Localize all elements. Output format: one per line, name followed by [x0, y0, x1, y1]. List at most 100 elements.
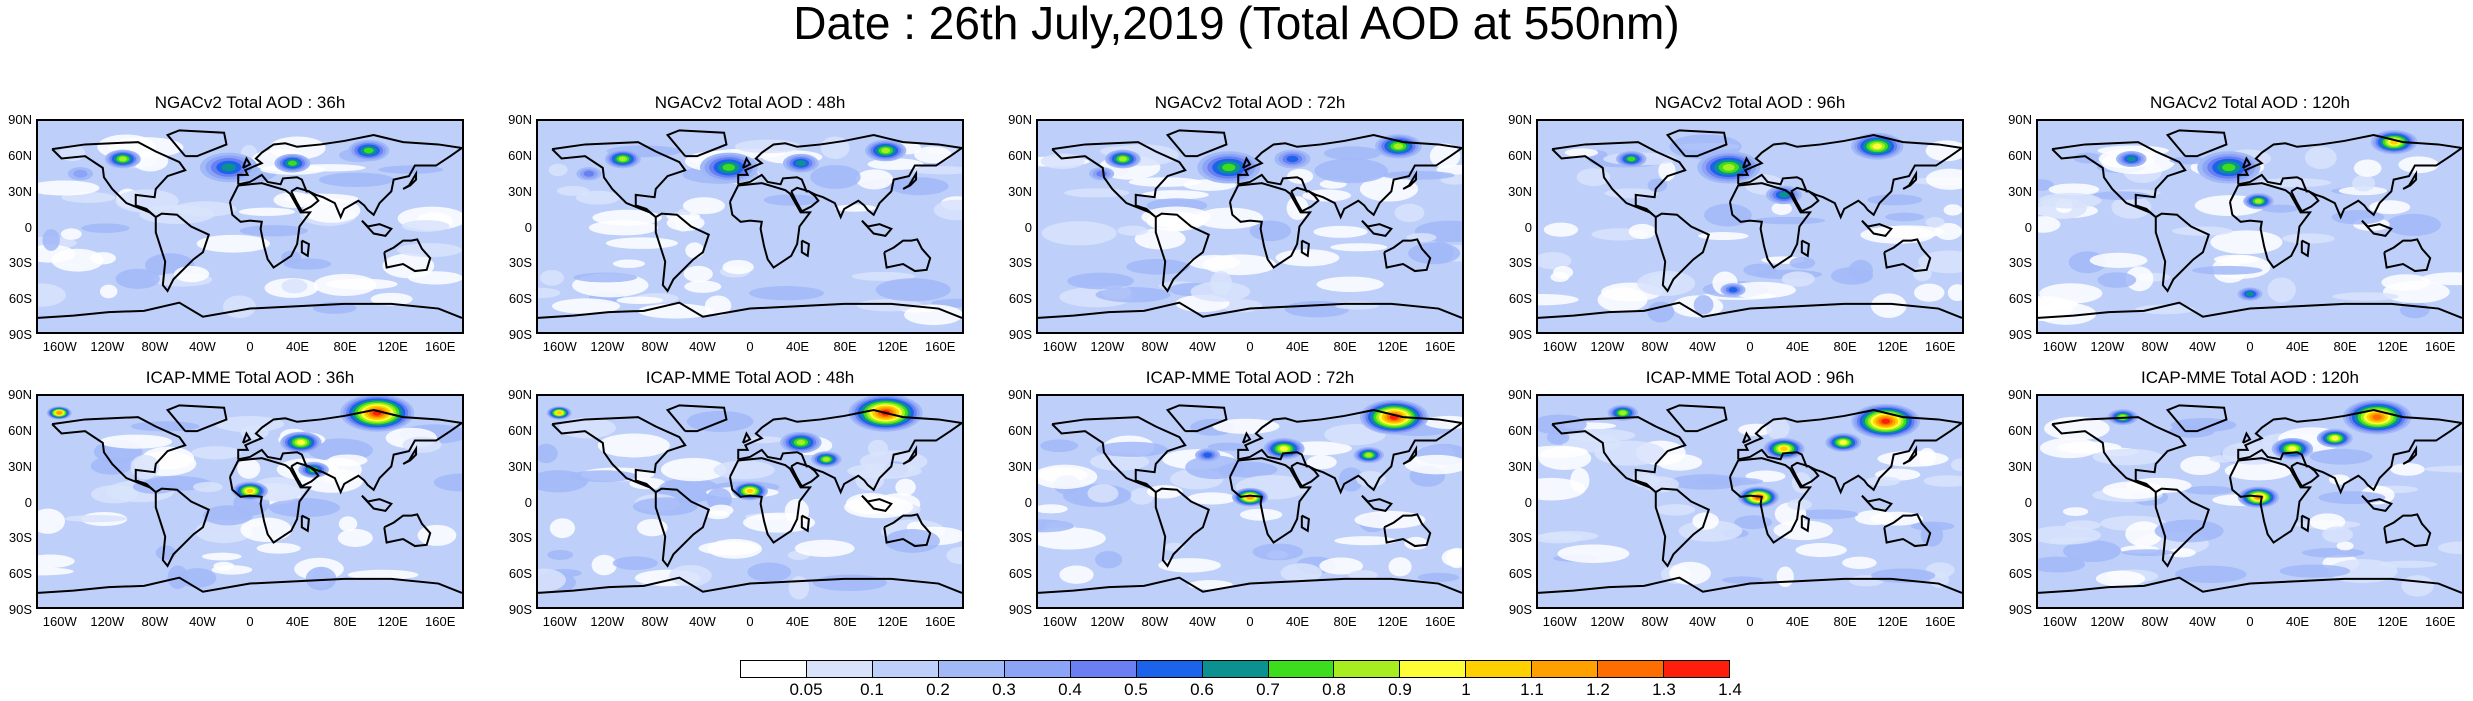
- aod-hotspot-contour: [1778, 191, 1789, 198]
- aod-texture-patch: [1950, 458, 1962, 472]
- longitude-label: 160W: [42, 339, 77, 354]
- aod-texture-patch: [2038, 192, 2102, 209]
- longitude-label: 80E: [1333, 614, 1357, 629]
- coastline: [1862, 496, 1891, 511]
- aod-hotspot-contour: [2288, 446, 2297, 452]
- latitude-label: 30S: [508, 255, 532, 271]
- aod-hotspot-contour: [1279, 446, 1288, 452]
- aod-texture-patch: [632, 497, 698, 516]
- aod-hotspot-contour: [881, 147, 891, 154]
- aod-texture-patch: [884, 529, 940, 553]
- aod-texture-patch: [1038, 464, 1098, 489]
- aod-hotspot-contour: [1728, 287, 1738, 293]
- coastline: [1302, 516, 1309, 531]
- aod-hotspot-contour: [822, 457, 830, 462]
- longitude-label: 120E: [2377, 614, 2408, 629]
- latitude-label: 60S: [8, 291, 32, 307]
- aod-texture-patch: [1538, 252, 1572, 270]
- longitude-label: 40W: [1189, 614, 1216, 629]
- longitude-label: 160W: [2042, 614, 2077, 629]
- coastline: [403, 174, 416, 189]
- aod-texture-patch: [1865, 476, 1901, 486]
- aod-hotspot-contour: [2126, 156, 2136, 162]
- aod-texture-patch: [401, 220, 450, 232]
- aod-texture-patch: [867, 158, 924, 170]
- aod-texture-patch: [684, 280, 722, 293]
- colorbar-tick-label: 0.2: [926, 680, 950, 699]
- aod-texture-patch: [1306, 455, 1337, 470]
- aod-texture-patch: [1087, 484, 1119, 503]
- aod-texture-patch: [2282, 233, 2335, 244]
- coastline: [2168, 405, 2227, 431]
- aod-texture-patch: [904, 304, 962, 326]
- panel-title: NGACv2 Total AOD : 120h: [2149, 93, 2350, 112]
- colorbar-tick-label: 0.6: [1190, 680, 1214, 699]
- coastline: [1362, 496, 1391, 511]
- latitude-label: 60N: [1008, 422, 1032, 438]
- coastline: [1730, 458, 1810, 542]
- coastline: [1052, 417, 1185, 492]
- latitude-label: 90S: [2008, 327, 2032, 342]
- aod-texture-patch: [268, 498, 341, 518]
- longitude-label: 160E: [1425, 339, 1456, 354]
- latitude-label: 90N: [8, 112, 32, 127]
- longitude-label: 40W: [2189, 614, 2216, 629]
- latitude-label: 30N: [508, 183, 532, 199]
- aod-texture-patch: [397, 243, 462, 258]
- longitude-label: 160W: [2042, 339, 2077, 354]
- coastline: [1743, 159, 1750, 168]
- aod-texture-patch: [549, 518, 576, 539]
- aod-hotspot-contour: [73, 169, 88, 178]
- coastline: [2243, 159, 2250, 168]
- coastline: [903, 174, 916, 189]
- aod-texture-patch: [1704, 203, 1752, 227]
- longitude-label: 0: [1246, 614, 1254, 629]
- coastline: [791, 188, 818, 211]
- aod-texture-patch: [1669, 561, 1711, 585]
- longitude-label: 160E: [925, 339, 956, 354]
- aod-texture-patch: [669, 564, 712, 587]
- aod-texture-patch: [547, 549, 574, 560]
- aod-texture-patch: [2039, 437, 2100, 459]
- coastline: [2168, 130, 2227, 156]
- aod-texture-patch: [337, 528, 373, 547]
- aod-texture-patch: [1117, 225, 1149, 236]
- aod-texture-patch: [1187, 492, 1237, 505]
- aod-texture-patch: [1628, 223, 1656, 240]
- latitude-label: 90S: [8, 602, 32, 617]
- aod-texture-patch: [1943, 204, 1962, 216]
- latitude-label: 30S: [1008, 255, 1032, 271]
- coastline: [743, 434, 750, 443]
- longitude-label: 160W: [1042, 339, 1077, 354]
- aod-texture-patch: [616, 296, 664, 305]
- aod-texture-patch: [256, 542, 301, 554]
- longitude-label: 120E: [377, 339, 408, 354]
- coastline: [1243, 159, 1250, 168]
- aod-texture-patch: [1789, 257, 1816, 269]
- coastline: [1656, 489, 1709, 566]
- coastline: [903, 449, 916, 464]
- aod-texture-patch: [193, 481, 223, 493]
- aod-hotspot-contour: [1627, 156, 1636, 162]
- longitude-label: 120E: [1877, 614, 1908, 629]
- aod-texture-patch: [1334, 536, 1398, 546]
- latitude-label: 0: [2024, 219, 2032, 235]
- longitude-label: 80W: [1641, 614, 1669, 629]
- aod-texture-patch: [1570, 467, 1590, 493]
- aod-hotspot-contour: [221, 163, 236, 172]
- longitude-label: 0: [746, 614, 754, 629]
- coastline: [1230, 183, 1310, 267]
- aod-texture-patch: [2048, 183, 2100, 196]
- aod-texture-patch: [856, 169, 894, 190]
- longitude-label: 40E: [2285, 614, 2310, 629]
- coastline: [238, 410, 462, 492]
- latitude-label: 60S: [1508, 566, 1532, 582]
- aod-texture-patch: [722, 259, 754, 275]
- aod-texture-patch: [1126, 258, 1190, 275]
- panel-title: ICAP-MME Total AOD : 96h: [1645, 368, 1855, 387]
- aod-texture-patch: [2255, 178, 2332, 188]
- aod-texture-patch: [2386, 213, 2441, 236]
- coastline: [2230, 183, 2310, 267]
- latitude-label: 0: [1024, 219, 1032, 235]
- coastline: [230, 183, 310, 267]
